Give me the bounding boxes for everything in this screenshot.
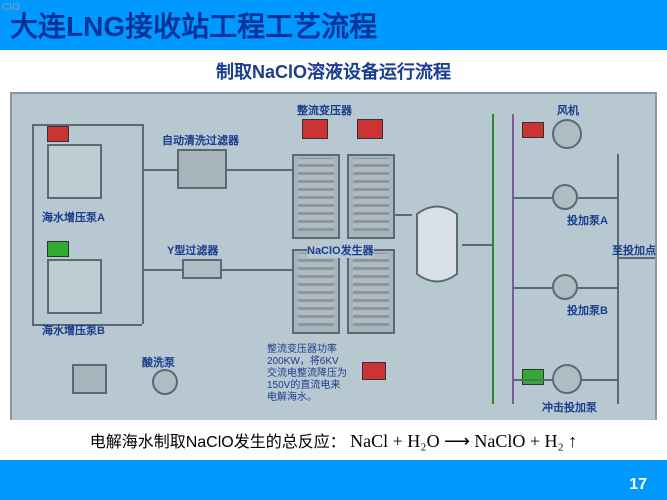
rectifier-label: 整流变压器 xyxy=(297,102,352,118)
equation-row: 电解海水制取NaClO发生的总反应： NaCl + H₂O ⟶ NaClO + … xyxy=(0,420,667,460)
header: 大连LNG接收站工程工艺流程 xyxy=(0,0,667,50)
indicator-red xyxy=(47,126,69,142)
auto-filter xyxy=(177,149,227,189)
auto-filter-label: 自动清洗过滤器 xyxy=(162,132,239,148)
subtitle: 制取NaClO溶液设备运行流程 xyxy=(0,50,667,92)
indicator-green xyxy=(47,241,69,257)
page-title: 大连LNG接收站工程工艺流程 xyxy=(10,5,377,45)
fan xyxy=(552,119,582,149)
process-diagram: 海水增压泵A 海水增压泵B 自动清洗过滤器 Y型过滤器 整流变压器 NaClO发… xyxy=(10,92,657,432)
pipe xyxy=(462,244,492,246)
pipe xyxy=(512,379,552,381)
acid-tank xyxy=(72,364,107,394)
pipe-out xyxy=(617,257,655,259)
rectifier-2 xyxy=(357,119,383,139)
pump-b-unit xyxy=(47,259,102,314)
rectifier-1 xyxy=(302,119,328,139)
y-filter-label: Y型过滤器 xyxy=(167,242,218,258)
pump-a-unit xyxy=(47,144,102,199)
naclo-gen-1 xyxy=(292,154,340,239)
pipe xyxy=(227,169,292,171)
note-indicator xyxy=(362,362,386,380)
equation-formula: NaCl + H₂O ⟶ NaClO + H₂ ↑ xyxy=(350,431,577,451)
to-dosing-label: 至投加点 xyxy=(612,242,656,258)
naclo-gen-label: NaClO发生器 xyxy=(307,242,374,258)
pipe-green xyxy=(492,114,494,404)
pipe xyxy=(512,197,552,199)
dosing-pump-a xyxy=(552,184,578,210)
pipe xyxy=(222,269,302,271)
fan-label: 风机 xyxy=(557,102,579,118)
pipe xyxy=(578,287,617,289)
storage-tank xyxy=(412,199,462,279)
shock-ind xyxy=(522,369,544,385)
pipe xyxy=(142,269,182,271)
dosing-b-label: 投加泵B xyxy=(567,302,608,318)
pipe xyxy=(395,214,412,216)
shock-pump xyxy=(552,364,582,394)
page-number: 17 xyxy=(629,476,647,494)
naclo-gen-2 xyxy=(347,154,395,239)
y-filter xyxy=(182,259,222,279)
dosing-pump-b xyxy=(552,274,578,300)
footer xyxy=(0,460,667,500)
pipe xyxy=(142,169,177,171)
acid-pump xyxy=(152,369,178,395)
acid-pump-label: 酸洗泵 xyxy=(142,354,175,370)
dosing-a-label: 投加泵A xyxy=(567,212,608,228)
rectifier-note: 整流变压器功率 200KW，将6KV 交流电整流降压为 150V的直流电来 电解… xyxy=(267,344,347,404)
pipe xyxy=(142,124,144,324)
naclo-gen-3 xyxy=(292,249,340,334)
equation-prefix: 电解海水制取NaClO发生的总反应： xyxy=(90,434,346,451)
watermark: CIO xyxy=(2,2,20,13)
pump-b-label: 海水增压泵B xyxy=(42,322,105,338)
pump-a-label: 海水增压泵A xyxy=(42,209,105,225)
pipe-purple xyxy=(512,114,514,404)
pipe xyxy=(512,287,552,289)
pipe xyxy=(617,154,619,404)
pipe xyxy=(32,124,34,324)
fan-ind xyxy=(522,122,544,138)
pipe xyxy=(582,379,617,381)
naclo-gen-4 xyxy=(347,249,395,334)
shock-pump-label: 冲击投加泵 xyxy=(542,399,597,415)
pipe xyxy=(578,197,617,199)
